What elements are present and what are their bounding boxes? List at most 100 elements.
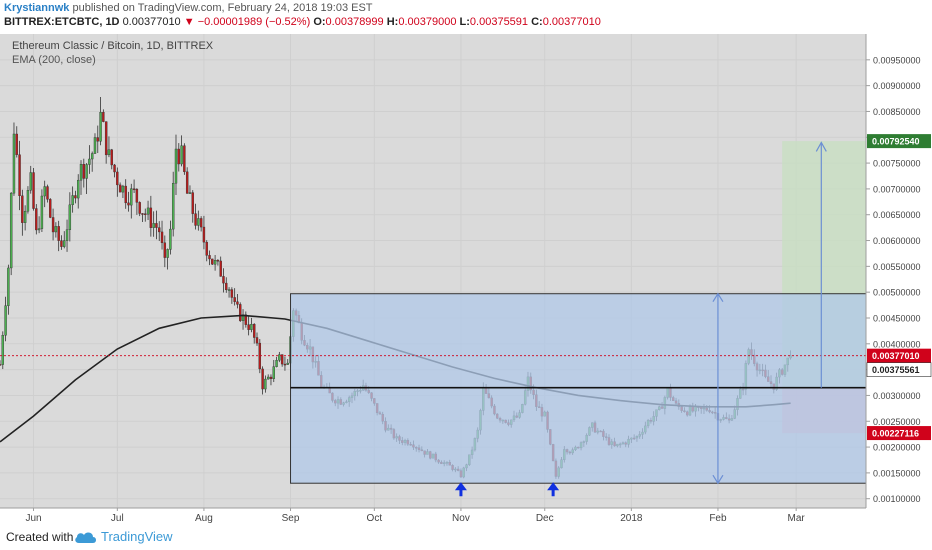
candle-body [205, 241, 208, 256]
published-text: published on TradingView.com, February 2… [72, 2, 373, 14]
candle-body [54, 226, 58, 233]
x-tick-label: Oct [367, 513, 383, 524]
candle-body [180, 145, 183, 165]
open-label: O: [313, 16, 326, 28]
candle-body [0, 364, 2, 366]
tradingview-cloud-icon[interactable] [74, 529, 98, 545]
candle-body [264, 378, 267, 390]
x-tick-label: Jul [111, 513, 124, 524]
candle-body [60, 240, 63, 247]
candle-body [110, 149, 113, 166]
candle-body [74, 195, 77, 199]
candle-body [230, 289, 234, 298]
candle-body [202, 226, 206, 243]
candle-body [23, 210, 27, 223]
down-triangle-icon: ▼ [183, 16, 195, 28]
axis-background [866, 34, 932, 524]
candle-body [7, 267, 10, 306]
candle-body [211, 258, 214, 265]
candle-body [163, 242, 167, 258]
target-arrow-head [815, 141, 827, 152]
x-tick-label: Mar [788, 513, 806, 524]
candle-body [35, 208, 38, 231]
candle-body [77, 179, 80, 199]
low-label: L: [459, 16, 470, 28]
candle-body [191, 192, 194, 214]
candle-body [102, 112, 105, 122]
candle-body [152, 223, 155, 228]
last-price-tag-bg [867, 348, 931, 363]
legend-title: Ethereum Classic / Bitcoin, 1D, BITTREX [12, 40, 214, 52]
candle-body [283, 363, 287, 366]
close-value: 0.00377010 [542, 16, 601, 28]
candle-body [275, 359, 278, 367]
candle-body [244, 314, 248, 325]
y-tick-label: 0.00400000 [873, 339, 921, 349]
high-value: 0.00379000 [398, 16, 457, 28]
candle-body [68, 204, 72, 230]
low-value: 0.00375591 [469, 16, 529, 28]
candle-body [188, 192, 192, 194]
candle-body [71, 195, 74, 206]
range-arrow-head-down [712, 474, 724, 485]
x-tick-label: Nov [452, 513, 470, 524]
candle-body [18, 154, 21, 197]
candle-body [88, 158, 91, 165]
drawing-overlays [0, 141, 867, 497]
candle-body [166, 249, 169, 258]
candle-body [82, 164, 86, 179]
x-tick-label: Feb [709, 513, 727, 524]
y-tick-label: 0.00300000 [873, 391, 921, 401]
x-tick-label: Sep [282, 513, 300, 524]
candle-body [146, 207, 150, 215]
candle-body [227, 289, 231, 291]
candle-body [116, 171, 119, 186]
candle-body [169, 228, 172, 250]
y-tick-label: 0.00650000 [873, 210, 921, 220]
candle-body [185, 171, 189, 194]
candle-body [216, 260, 220, 262]
candle-body [15, 133, 18, 155]
price-chart[interactable]: 0.00100000 0.00150000 0.00200000 0.00250000… [0, 0, 932, 524]
bottom-marker-head [547, 482, 560, 491]
candle-body [261, 368, 264, 390]
candle-body [124, 185, 127, 204]
candle-body [12, 133, 16, 194]
candle-body [144, 213, 147, 215]
candle-body [49, 199, 52, 218]
price-tags: 0.00792540 0.00377010 0.00375561 0.00227116 [866, 134, 932, 441]
candle-body [233, 297, 236, 302]
y-tick-label: 0.00900000 [873, 81, 921, 91]
candle-body [171, 182, 175, 230]
candle-body [79, 164, 83, 181]
high-label: H: [386, 16, 399, 28]
candle-body [93, 137, 97, 154]
current-price-tag-bg [866, 362, 932, 377]
y-tick-label: 0.00500000 [873, 288, 921, 298]
candle-body [219, 260, 222, 277]
candle-body [65, 229, 69, 241]
candle-body [247, 324, 250, 330]
range-arrow-head-up [712, 292, 724, 303]
y-tick-label: 0.00550000 [873, 262, 921, 272]
y-tick-label: 0.00200000 [873, 443, 921, 453]
y-tick-label: 0.00750000 [873, 159, 921, 169]
change-value: −0.00001989 (−0.52%) [197, 16, 311, 28]
target-price-tag-bg [867, 134, 931, 149]
candle-body [253, 324, 256, 338]
current-price-tag: 0.00375561 [872, 365, 920, 375]
y-tick-label: 0.00450000 [873, 313, 921, 323]
candle-body [222, 276, 225, 284]
author-name[interactable]: Krystiannwk [4, 2, 70, 14]
tradingview-brand[interactable]: TradingView [101, 529, 173, 544]
ohlc-line: BITTREX:ETCBTC, 1D 0.00377010 ▼ −0.00001… [4, 16, 601, 28]
candle-body [96, 137, 99, 142]
candle-body [255, 337, 259, 344]
y-tick-label: 0.00700000 [873, 184, 921, 194]
candle-body [199, 218, 203, 228]
candle-body [63, 240, 66, 247]
candle-body [158, 227, 161, 233]
candle-body [121, 185, 125, 193]
candle-body [9, 192, 13, 269]
candle-body [4, 305, 7, 336]
